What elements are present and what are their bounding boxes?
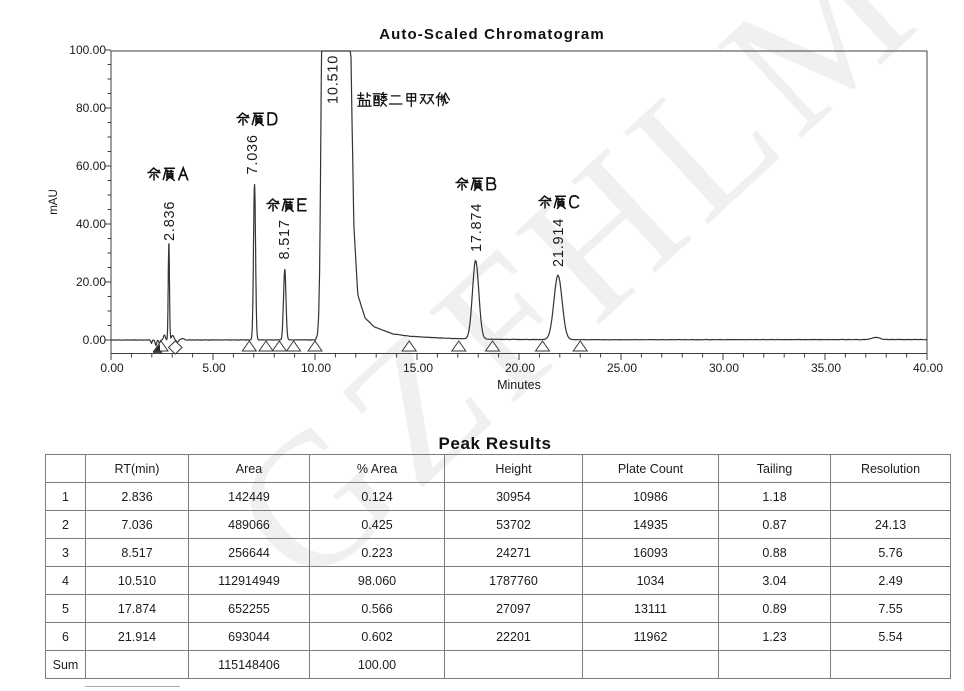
svg-text:7.036: 7.036	[245, 134, 261, 174]
svg-text:Minutes: Minutes	[497, 378, 541, 392]
svg-text:17.874: 17.874	[469, 203, 485, 252]
svg-text:35.00: 35.00	[811, 361, 841, 375]
svg-text:8.517: 8.517	[277, 219, 293, 259]
svg-text:Auto-Scaled Chromatogram: Auto-Scaled Chromatogram	[379, 26, 605, 43]
svg-text:100.00: 100.00	[69, 43, 106, 57]
svg-text:mAU: mAU	[48, 189, 60, 215]
svg-text:25.00: 25.00	[607, 361, 637, 375]
svg-text:10.510: 10.510	[326, 55, 342, 104]
svg-text:2.836: 2.836	[162, 201, 178, 241]
svg-text:15.00: 15.00	[403, 361, 433, 375]
svg-text:0.00: 0.00	[100, 361, 124, 375]
svg-text:20.00: 20.00	[76, 275, 106, 289]
svg-text:0.00: 0.00	[83, 333, 107, 347]
svg-text:40.00: 40.00	[76, 217, 106, 231]
svg-text:21.914: 21.914	[551, 218, 567, 267]
svg-text:20.00: 20.00	[505, 361, 535, 375]
svg-text:40.00: 40.00	[913, 361, 943, 375]
svg-text:30.00: 30.00	[709, 361, 739, 375]
svg-text:10.00: 10.00	[301, 361, 331, 375]
svg-text:60.00: 60.00	[76, 159, 106, 173]
svg-text:5.00: 5.00	[202, 361, 226, 375]
svg-text:80.00: 80.00	[76, 101, 106, 115]
